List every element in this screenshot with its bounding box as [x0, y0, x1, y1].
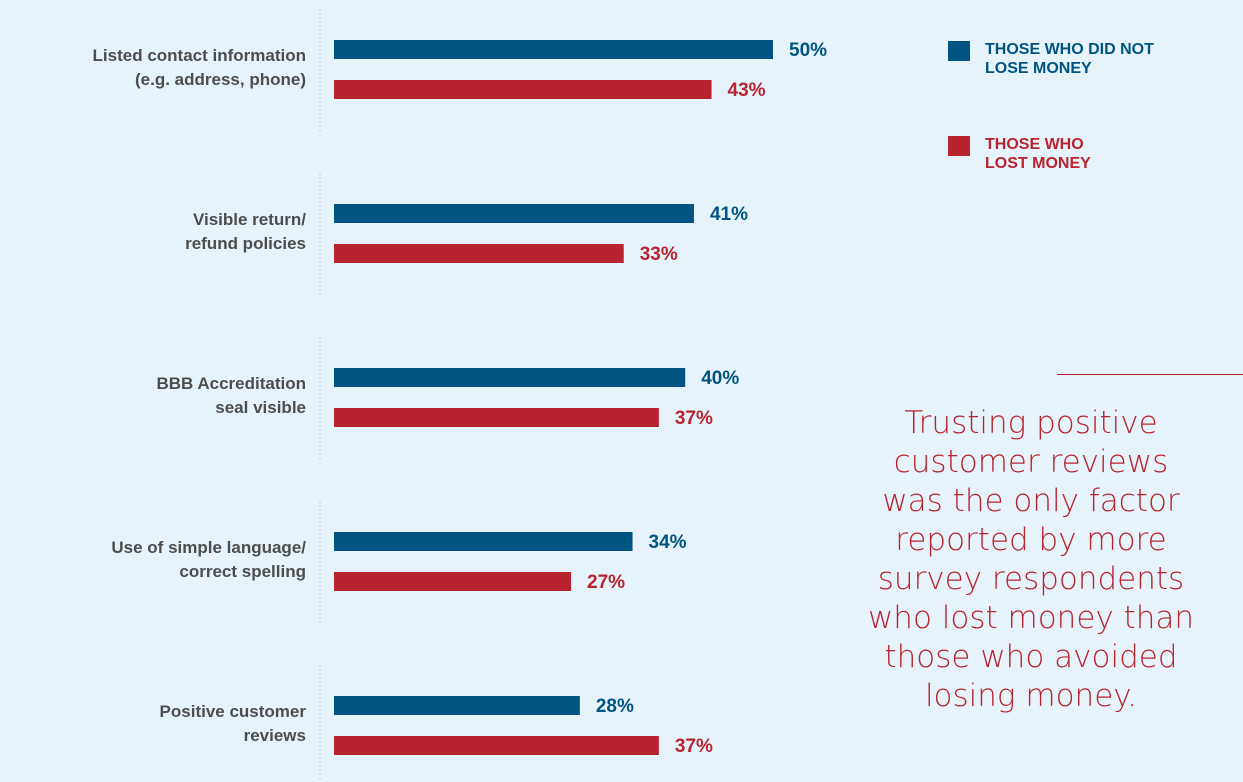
legend-line: LOSE MONEY	[985, 60, 1092, 77]
bar	[334, 244, 624, 263]
bar	[334, 736, 659, 755]
category-label: Listed contact information (e.g. address,…	[0, 44, 306, 92]
category-label-line: seal visible	[215, 398, 306, 417]
bar	[334, 572, 572, 591]
bar	[334, 532, 633, 551]
category-label: Use of simple language/correct spelling	[0, 536, 306, 584]
bar	[334, 40, 773, 59]
category-label-line: reviews	[243, 726, 306, 745]
category-label-line: BBB Accreditation	[156, 374, 306, 393]
legend-label-not-lost: THOSE WHO DID NOT LOSE MONEY	[985, 40, 1240, 78]
bar	[334, 696, 580, 715]
callout-line: those who avoided	[884, 639, 1178, 675]
category-label-line: correct spelling	[179, 562, 306, 581]
bar-value-label: 40%	[701, 368, 739, 389]
callout-line: losing money.	[924, 678, 1138, 714]
bar-value-label: 28%	[596, 696, 634, 717]
legend-line: THOSE WHO	[985, 136, 1084, 153]
category-label-line: Listed contact information	[92, 46, 306, 65]
category-label: Visible return/refund policies	[0, 208, 306, 256]
bar	[334, 368, 686, 387]
category-label-line: Positive customer	[159, 702, 306, 721]
callout-line: customer reviews	[893, 444, 1169, 480]
legend-swatch-lost	[948, 136, 970, 156]
legend-line: THOSE WHO DID NOT	[985, 41, 1154, 58]
bar-value-label: 43%	[728, 80, 766, 101]
bar	[334, 204, 694, 223]
callout-line: was the only factor	[882, 483, 1180, 519]
callout-text: Trusting positive customer reviews was t…	[800, 404, 1243, 716]
legend-label-lost: THOSE WHO LOST MONEY	[985, 135, 1240, 173]
category-label: BBB Accreditation seal visible	[0, 372, 306, 420]
callout-line: survey respondents	[877, 561, 1185, 597]
category-label-line: (e.g. address, phone)	[135, 70, 306, 89]
bar-value-label: 37%	[675, 736, 713, 757]
callout-line: Trusting positive	[904, 405, 1158, 441]
bar	[334, 80, 712, 99]
bar-value-label: 27%	[587, 572, 625, 593]
category-label: Positive customer reviews	[0, 700, 306, 748]
legend-line: LOST MONEY	[985, 155, 1091, 172]
category-label-line: Visible return/	[192, 210, 306, 229]
callout-divider	[1057, 374, 1243, 375]
bar-value-label: 34%	[649, 532, 687, 553]
category-label-line: Use of simple language/	[111, 538, 306, 557]
legend-swatch-not-lost	[948, 41, 970, 61]
callout-line: who lost money than	[867, 600, 1195, 636]
bar-value-label: 50%	[789, 40, 827, 61]
bar-value-label: 37%	[675, 408, 713, 429]
bar-value-label: 41%	[710, 204, 748, 225]
bar	[334, 408, 659, 427]
category-label-line: refund policies	[185, 234, 306, 253]
bar-value-label: 33%	[640, 244, 678, 265]
callout-line: reported by more	[895, 522, 1167, 558]
